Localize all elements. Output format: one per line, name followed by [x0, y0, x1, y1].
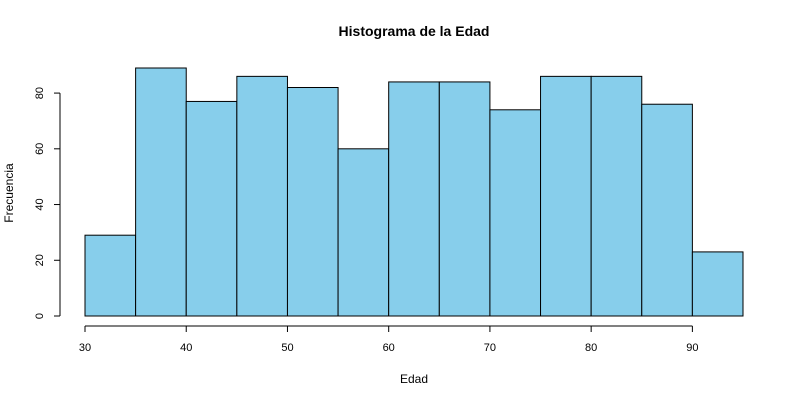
x-tick-label: 70: [484, 342, 496, 354]
x-tick-label: 40: [180, 342, 192, 354]
x-tick-label: 60: [383, 342, 395, 354]
histogram-bar: [236, 75, 288, 317]
x-tick-label: 90: [686, 342, 698, 354]
histogram-bar: [590, 75, 643, 317]
y-axis-label: Frecuencia: [2, 163, 16, 223]
x-tick-label: 50: [281, 342, 293, 354]
x-axis: 30 40 50 60 70 80 90: [79, 325, 699, 354]
y-tick-label: 0: [34, 313, 46, 319]
chart-title: Histograma de la Edad: [339, 23, 490, 39]
histogram-bar: [691, 251, 744, 317]
y-axis: 0 20 40 60 80: [34, 87, 61, 319]
histogram-bar: [84, 234, 137, 317]
histogram-bar: [641, 103, 693, 317]
histogram-bar: [540, 75, 592, 317]
x-axis-label: Edad: [400, 372, 428, 386]
y-tick-label: 60: [34, 143, 46, 155]
y-tick-label: 80: [34, 87, 46, 99]
histogram-bar: [185, 100, 238, 317]
x-tick-label: 30: [79, 342, 91, 354]
histogram-bar: [337, 148, 390, 317]
y-tick-label: 20: [34, 254, 46, 266]
bars-group: [84, 67, 744, 317]
histogram-bar: [135, 67, 187, 317]
histogram-bar: [489, 109, 542, 317]
x-tick-label: 80: [585, 342, 597, 354]
histogram-bar: [286, 87, 339, 317]
histogram-bar: [388, 81, 440, 317]
histogram-bar: [438, 81, 491, 317]
y-tick-label: 40: [34, 198, 46, 210]
